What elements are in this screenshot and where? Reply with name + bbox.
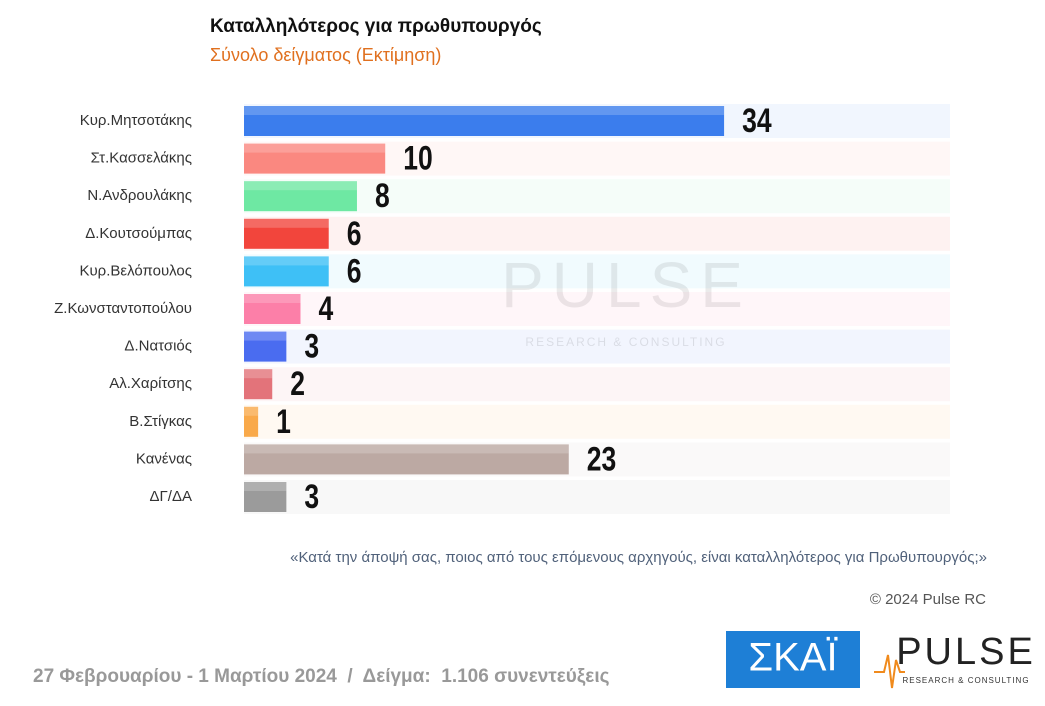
category-label: Ζ.Κωνσταντοπούλου (54, 300, 192, 317)
value-label: 34 (742, 102, 772, 140)
value-label: 4 (318, 290, 333, 328)
bar-track (244, 179, 950, 214)
bar (244, 106, 725, 136)
bar-track (244, 254, 950, 289)
bar-shine (244, 406, 259, 416)
bar (244, 256, 329, 287)
category-label: Β.Στίγκας (129, 413, 192, 430)
bar-track (244, 404, 950, 439)
bar (244, 143, 386, 174)
bar (244, 331, 287, 362)
category-label: Κυρ.Βελόπουλος (79, 262, 192, 279)
copyright: © 2024 Pulse RC (870, 591, 986, 608)
bar (244, 406, 259, 437)
bar-shine (244, 331, 287, 341)
chart-title: Καταλληλότερος για πρωθυπουργός (210, 16, 542, 37)
bar-track (244, 292, 950, 326)
bar-shine (244, 181, 357, 191)
category-label: Ν.Ανδρουλάκης (87, 187, 192, 204)
bar-track (244, 329, 950, 364)
category-label: Αλ.Χαρίτσης (109, 375, 192, 392)
value-label: 1 (276, 403, 291, 441)
value-label: 2 (290, 365, 305, 403)
value-label: 6 (347, 215, 362, 253)
bar (244, 444, 569, 475)
value-label: 10 (403, 139, 433, 177)
bar-shine (244, 294, 301, 303)
logo: RESEARCH & CONSULTING (902, 676, 1029, 685)
bar (244, 218, 329, 249)
bar-shine (244, 143, 386, 153)
bar-shine (244, 256, 329, 266)
value-label: 3 (304, 478, 319, 516)
bar-shine (244, 444, 569, 454)
value-label: 6 (347, 252, 362, 290)
logo-box (726, 631, 860, 688)
bar-shine (244, 218, 329, 228)
chart-subtitle: Σύνολο δείγματος (Εκτίμηση) (210, 45, 441, 65)
bar-shine (244, 106, 725, 115)
bar-track (244, 367, 950, 402)
logo: ΣΚΑΪ (748, 636, 838, 680)
logo: PULSE (896, 631, 1036, 673)
question: «Κατά την άποψή σας, ποιος από τους επόμ… (290, 549, 987, 566)
bar (244, 482, 287, 512)
category-label: Στ.Κασσελάκης (91, 150, 192, 167)
bar-track (244, 480, 950, 514)
bar (244, 369, 273, 400)
value-label: 8 (375, 177, 390, 215)
value-label: 3 (304, 327, 319, 365)
category-label: Κυρ.Μητσοτάκης (80, 112, 192, 129)
bar-shine (244, 482, 287, 491)
logo-mark (874, 654, 905, 689)
category-label: Δ.Κουτσούμπας (85, 225, 192, 242)
watermark: PULSE (501, 249, 751, 321)
watermark: RESEARCH & CONSULTING (525, 335, 726, 349)
value-label: 23 (587, 440, 617, 478)
category-label: ΔΓ/ΔΑ (150, 488, 192, 505)
bar (244, 294, 301, 324)
category-label: Κανένας (136, 450, 192, 467)
footer: 27 Φεβρουαρίου - 1 Μαρτίου 2024 / Δείγμα… (33, 666, 610, 687)
category-label: Δ.Νατσιός (124, 338, 192, 355)
bar (244, 181, 357, 212)
bar-track (244, 216, 950, 251)
bar-shine (244, 369, 273, 379)
